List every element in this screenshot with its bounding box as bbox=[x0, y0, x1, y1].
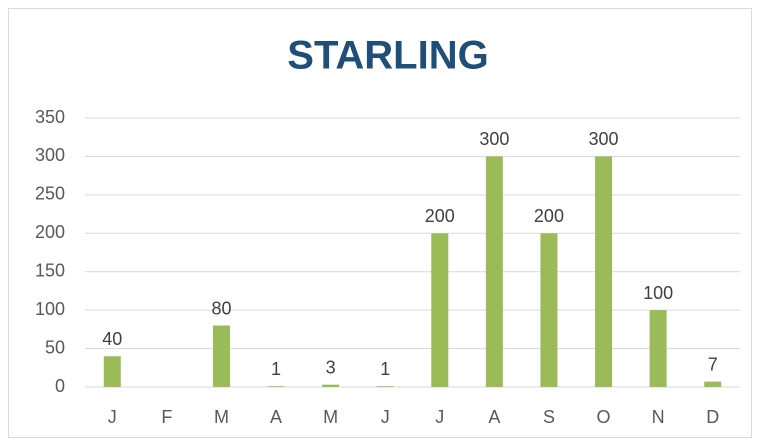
chart-frame bbox=[8, 8, 752, 438]
bar bbox=[649, 310, 667, 387]
y-tick-label: 300 bbox=[35, 145, 65, 165]
data-label: 1 bbox=[380, 359, 390, 379]
bar bbox=[212, 325, 230, 387]
y-tick-label: 250 bbox=[35, 184, 65, 204]
data-label: 80 bbox=[211, 298, 231, 318]
x-tick-label: J bbox=[435, 407, 444, 427]
y-tick-label: 350 bbox=[35, 107, 65, 127]
bar bbox=[595, 156, 613, 387]
x-tick-label: A bbox=[488, 407, 500, 427]
bar bbox=[485, 156, 503, 387]
chart-title: STARLING bbox=[287, 34, 488, 78]
x-tick-label: D bbox=[706, 407, 719, 427]
y-tick-label: 150 bbox=[35, 260, 65, 280]
y-tick-label: 200 bbox=[35, 222, 65, 242]
x-tick-label: M bbox=[323, 407, 338, 427]
data-label: 40 bbox=[102, 329, 122, 349]
y-tick-label: 50 bbox=[45, 337, 65, 357]
data-label: 200 bbox=[425, 206, 455, 226]
bar bbox=[704, 381, 722, 387]
data-label: 200 bbox=[534, 206, 564, 226]
data-label: 7 bbox=[708, 354, 718, 374]
bar bbox=[267, 386, 285, 387]
bar bbox=[376, 386, 394, 387]
data-label: 300 bbox=[479, 129, 509, 149]
bar bbox=[540, 233, 558, 387]
data-label: 300 bbox=[589, 129, 619, 149]
x-tick-label: S bbox=[543, 407, 555, 427]
data-label: 100 bbox=[643, 283, 673, 303]
x-tick-label: F bbox=[161, 407, 172, 427]
data-label: 1 bbox=[271, 359, 281, 379]
y-tick-label: 100 bbox=[35, 299, 65, 319]
x-tick-label: N bbox=[652, 407, 665, 427]
bar bbox=[431, 233, 449, 387]
bar bbox=[322, 384, 340, 387]
y-tick-label: 0 bbox=[55, 376, 65, 396]
x-tick-label: M bbox=[214, 407, 229, 427]
bar bbox=[103, 356, 121, 387]
x-tick-label: A bbox=[270, 407, 282, 427]
x-tick-label: O bbox=[597, 407, 611, 427]
x-tick-label: J bbox=[381, 407, 390, 427]
data-label: 3 bbox=[326, 357, 336, 377]
x-tick-label: J bbox=[108, 407, 117, 427]
